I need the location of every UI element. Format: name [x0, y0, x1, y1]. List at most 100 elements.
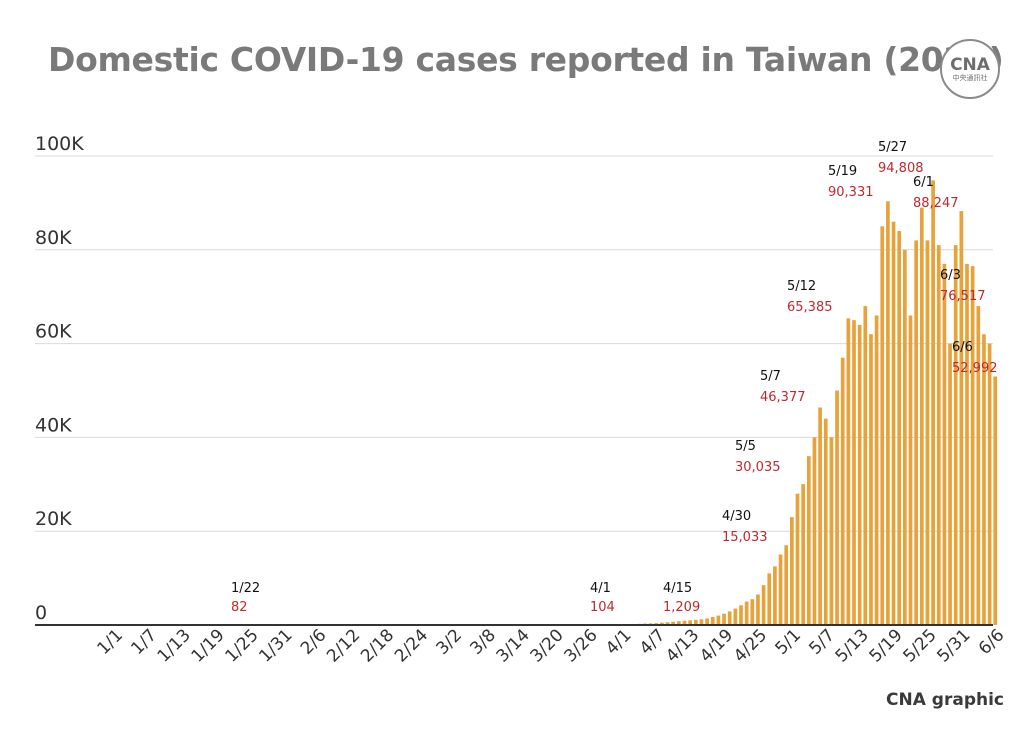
- logo-subtext: 中央通訊社: [952, 73, 988, 82]
- y-tick-label: 40K: [35, 414, 72, 436]
- annotation-date: 4/30: [722, 509, 751, 524]
- annotation-date: 4/15: [663, 581, 692, 596]
- annotation-value: 46,377: [760, 390, 806, 405]
- bar: [846, 318, 851, 625]
- y-tick-label: 100K: [35, 133, 84, 155]
- bar: [908, 315, 913, 625]
- bar: [857, 324, 862, 625]
- bar: [806, 456, 811, 625]
- x-tick-label: 2/24: [391, 625, 432, 666]
- bar: [852, 320, 856, 625]
- credit-text: CNA graphic: [886, 690, 1004, 710]
- y-tick-label: 80K: [35, 227, 72, 249]
- bar: [970, 266, 975, 625]
- bar: [903, 249, 907, 626]
- bar: [722, 613, 726, 625]
- bar: [897, 231, 902, 626]
- bar: [914, 240, 918, 626]
- bar: [953, 245, 958, 626]
- x-tick-label: 5/19: [866, 625, 907, 666]
- bar: [699, 619, 704, 625]
- bar: [829, 437, 834, 625]
- x-tick-label: 4/19: [696, 625, 737, 666]
- x-tick-label: 3/14: [493, 625, 534, 666]
- bar: [688, 620, 692, 625]
- x-tick-label: 2/12: [323, 625, 364, 666]
- bar: [795, 493, 800, 625]
- x-tick-label: 6/6: [975, 625, 1008, 658]
- bar: [840, 357, 845, 625]
- annotation-date: 5/12: [787, 279, 816, 294]
- bar: [727, 611, 732, 625]
- annotation-date: 6/1: [913, 175, 934, 190]
- bar: [993, 376, 998, 625]
- bar: [931, 180, 935, 625]
- y-tick-label: 60K: [35, 321, 72, 343]
- annotation-date: 4/1: [590, 581, 611, 596]
- annotation-date: 1/22: [231, 581, 260, 596]
- bar: [880, 226, 885, 625]
- bar: [733, 608, 738, 625]
- bar: [693, 619, 698, 625]
- x-tick-label: 1/13: [154, 625, 195, 666]
- x-tick-label: 4/13: [662, 625, 703, 666]
- bar: [936, 245, 941, 626]
- x-tick-label: 4/25: [730, 625, 771, 666]
- annotation-value: 82: [231, 600, 248, 615]
- x-tick-label: 2/18: [357, 625, 398, 666]
- bar: [886, 201, 890, 625]
- annotation-date: 6/3: [940, 268, 961, 283]
- bar: [801, 484, 805, 625]
- bar: [982, 334, 986, 625]
- bar: [778, 554, 783, 625]
- bar: [744, 601, 749, 625]
- bar: [784, 545, 789, 625]
- bar: [835, 390, 839, 625]
- bar: [925, 240, 930, 626]
- y-tick-label: 20K: [35, 508, 72, 530]
- bar: [812, 437, 817, 625]
- bar: [869, 334, 873, 625]
- y-tick-label: 0: [35, 602, 47, 624]
- x-tick-label: 1/19: [188, 625, 229, 666]
- bar: [948, 343, 952, 625]
- x-tick-label: 3/2: [433, 625, 466, 658]
- annotation-value: 104: [590, 600, 615, 615]
- bar: [665, 622, 670, 625]
- bar: [965, 263, 969, 625]
- bar: [705, 618, 709, 625]
- bar: [863, 306, 868, 625]
- annotation-date: 5/19: [828, 164, 857, 179]
- x-tick-label: 5/13: [832, 625, 873, 666]
- bar: [919, 207, 924, 625]
- bar: [660, 622, 664, 625]
- x-tick-label: 5/25: [899, 625, 940, 666]
- annotation-value: 76,517: [940, 289, 986, 304]
- bar: [874, 315, 879, 625]
- annotation-value: 65,385: [787, 300, 833, 315]
- x-tick-label: 3/26: [560, 625, 601, 666]
- bar: [739, 605, 743, 625]
- annotation-date: 5/5: [735, 439, 756, 454]
- x-tick-label: 4/1: [602, 625, 635, 658]
- bar: [959, 211, 964, 625]
- bar: [773, 566, 777, 626]
- bar: [976, 306, 981, 625]
- bar: [750, 599, 755, 625]
- bar: [987, 343, 992, 625]
- bar: [710, 617, 715, 625]
- annotation-value: 94,808: [878, 161, 924, 176]
- bar: [756, 594, 760, 625]
- bar: [761, 585, 766, 625]
- bar: [677, 621, 681, 625]
- bar: [891, 221, 896, 625]
- bar: [671, 621, 676, 625]
- annotation-date: 5/27: [878, 140, 907, 155]
- annotation-value: 15,033: [722, 530, 768, 545]
- x-tick-label: 1/31: [255, 625, 296, 666]
- annotation-value: 30,035: [735, 460, 781, 475]
- annotation-value: 52,992: [952, 361, 998, 376]
- chart-title: Domestic COVID-19 cases reported in Taiw…: [48, 40, 1004, 79]
- annotation-value: 1,209: [663, 600, 700, 615]
